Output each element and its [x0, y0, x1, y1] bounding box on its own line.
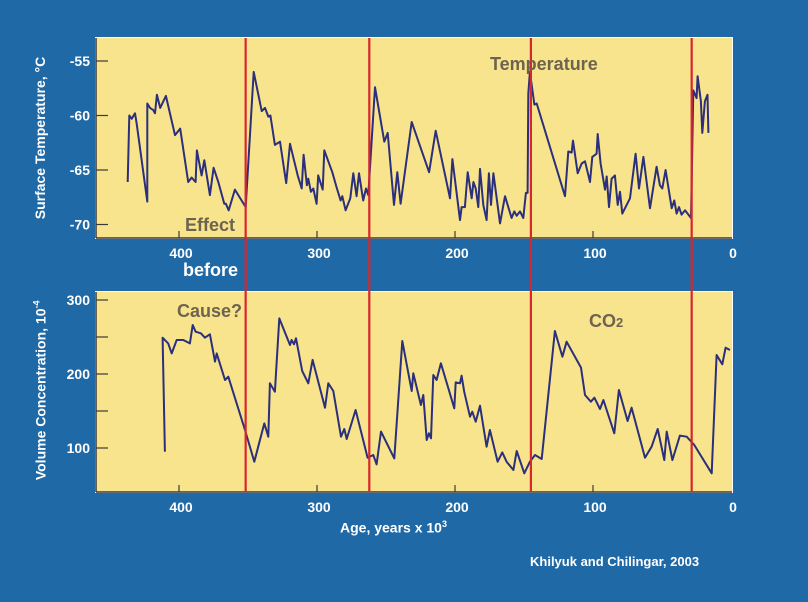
co2-y-axis-label-exponent: -4	[31, 300, 42, 309]
temperature-x-tick-label: 200	[445, 245, 469, 261]
temperature-y-axis-label: Surface Temperature, °C	[32, 56, 48, 220]
temperature-x-tick-label: 300	[307, 245, 331, 261]
co2-panel: 300 200 100 400 300 200 100 0	[67, 38, 737, 515]
co2-x-tick-label: 0	[729, 499, 737, 515]
temperature-y-tick-label: -60	[70, 108, 90, 124]
temperature-x-tick-label: 400	[169, 245, 193, 261]
before-annotation: before	[183, 260, 239, 280]
temperature-x-tick-label: 0	[729, 245, 737, 261]
co2-y-tick-label: 300	[67, 292, 91, 308]
temperature-y-tick-label: -65	[70, 162, 90, 178]
co2-y-tick-label: 200	[67, 366, 91, 382]
temperature-panel-background	[96, 38, 732, 238]
cause-annotation: Cause?	[177, 301, 242, 322]
co2-x-tick-label: 100	[583, 499, 607, 515]
co2-x-tick-label: 200	[445, 499, 469, 515]
temperature-annotation: Temperature	[490, 54, 598, 74]
co2-series-line	[161, 317, 731, 475]
effect-annotation: Effect	[185, 215, 236, 235]
co2-x-tick-label: 300	[307, 499, 331, 515]
cause-text: Cause?	[177, 301, 243, 321]
x-axis-label: Age, years x 103	[340, 519, 447, 536]
temperature-panel: -55 -60 -65 -70 400 300 200 100 0	[70, 37, 737, 261]
x-axis-label-text: Age, years x 10	[340, 519, 442, 536]
co2-annotation: CO2	[589, 311, 623, 332]
co2-y-axis-label: Volume Concentration, 10-4	[32, 295, 49, 485]
co2-x-tick-label: 400	[169, 499, 193, 515]
co2-y-tick-label: 100	[67, 440, 91, 456]
temperature-x-tick-label: 100	[583, 245, 607, 261]
temperature-y-tick-label: -55	[70, 53, 90, 69]
co2-text: CO	[589, 311, 616, 331]
co2-subscript: 2	[616, 315, 624, 330]
co2-panel-background	[96, 292, 732, 492]
x-axis-label-exponent: 3	[441, 519, 447, 529]
temperature-y-tick-label: -70	[70, 217, 90, 233]
temperature-series-line	[126, 70, 710, 225]
co2-y-axis-label-text: Volume Concentration, 10	[32, 308, 49, 481]
source-credit: Khilyuk and Chilingar, 2003	[530, 554, 700, 569]
